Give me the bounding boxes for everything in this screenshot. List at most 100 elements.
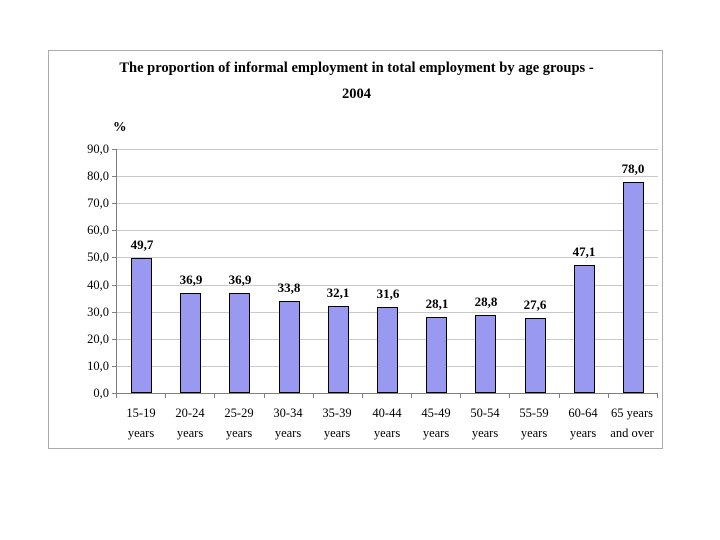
gridline: [117, 149, 658, 150]
x-axis-category-line1: 55-59: [519, 406, 549, 420]
x-axis-category-label: 40-44 years: [355, 403, 419, 443]
y-axis-tick: [112, 203, 116, 205]
chart-frame: The proportion of informal employment in…: [48, 50, 663, 449]
gridline: [117, 230, 658, 232]
bar: [623, 182, 644, 393]
x-axis-category-line1: 60-64: [568, 406, 598, 420]
x-axis-tick: [165, 394, 167, 398]
y-axis-tick-label: 60,0: [87, 223, 109, 238]
chart-title-line2: 2004: [342, 86, 371, 102]
y-axis-tick: [112, 393, 116, 394]
x-axis-category-label: 65 years and over: [600, 403, 664, 443]
bar: [131, 258, 152, 393]
bar-value-label: 33,8: [277, 280, 301, 295]
bar: [426, 317, 447, 393]
x-axis-category-line2: years: [520, 426, 548, 440]
bar-value-label: 28,8: [474, 294, 498, 309]
y-axis-tick-label: 70,0: [87, 196, 109, 211]
x-axis-category-line2: years: [373, 426, 401, 440]
y-axis-tick-label: 20,0: [87, 331, 109, 346]
bar-value-label: 32,1: [326, 285, 350, 300]
x-axis-category-label: 15-19 years: [109, 403, 173, 443]
y-axis-tick-label: 50,0: [87, 250, 109, 265]
y-axis-tick-label: 30,0: [87, 304, 109, 319]
x-axis-category-line2: and over: [610, 426, 654, 440]
x-axis-category-label: 45-49 years: [404, 403, 468, 443]
x-axis-category-line1: 35-39: [322, 406, 352, 420]
x-axis-tick: [460, 394, 462, 398]
x-axis-category-line1: 30-34: [273, 406, 303, 420]
bar-value-label: 27,6: [523, 297, 547, 312]
x-axis-tick: [509, 394, 511, 398]
bar-value-label: 36,9: [228, 272, 252, 287]
bar: [475, 315, 496, 393]
x-axis-category-label: 55-59 years: [502, 403, 566, 443]
x-axis-category-line2: years: [127, 426, 155, 440]
bar: [328, 306, 349, 393]
bar: [229, 293, 250, 393]
gridline: [117, 176, 658, 178]
bar: [279, 301, 300, 393]
bar: [180, 293, 201, 393]
plot-area: 49,7 36,9 36,9 33,8 32,1 31,6 28,1 28,8 27,6 47,1…: [116, 149, 658, 394]
y-axis-tick: [112, 365, 116, 367]
x-axis-category-line2: years: [569, 426, 597, 440]
y-axis-tick: [112, 176, 116, 178]
x-axis-category-line1: 45-49: [421, 406, 451, 420]
x-axis-tick: [558, 394, 560, 398]
x-axis-tick: [657, 394, 658, 398]
y-axis-tick: [112, 338, 116, 340]
gridline: [117, 284, 658, 286]
x-axis-tick: [263, 394, 265, 398]
x-axis-tick: [214, 394, 216, 398]
y-axis-tick: [112, 311, 116, 313]
y-axis-unit-label: %: [113, 119, 127, 134]
x-axis-category-label: 60-64 years: [551, 403, 615, 443]
chart-title: The proportion of informal employment in…: [59, 55, 654, 107]
x-axis-category-line1: 20-24: [175, 406, 205, 420]
bar-value-label: 47,1: [572, 244, 596, 259]
x-axis-category-line2: years: [323, 426, 351, 440]
bar-value-label: 49,7: [130, 237, 154, 252]
bar: [377, 307, 398, 393]
y-axis-tick-label: 0,0: [93, 386, 109, 400]
gridline: [117, 203, 658, 205]
y-axis-tick-label: 90,0: [87, 142, 109, 156]
bar-value-label: 31,6: [376, 286, 400, 301]
bar: [574, 265, 595, 393]
chart-title-line1: The proportion of informal employment in…: [119, 60, 594, 76]
x-axis-tick: [361, 394, 363, 398]
y-axis-tick-label: 40,0: [87, 277, 109, 292]
y-axis-tick-label: 10,0: [87, 358, 109, 373]
gridline: [117, 257, 658, 259]
x-axis-category-line1: 15-19: [126, 406, 156, 420]
bar: [525, 318, 546, 393]
y-axis-tick: [112, 284, 116, 286]
x-axis-tick: [116, 394, 117, 398]
x-axis-tick: [411, 394, 413, 398]
x-axis-category-line1: 50-54: [470, 406, 500, 420]
x-axis-category-label: 50-54 years: [453, 403, 517, 443]
bar-value-label: 78,0: [621, 161, 645, 176]
x-axis-tick: [312, 394, 314, 398]
x-axis-category-line2: years: [274, 426, 302, 440]
x-axis-category-label: 20-24 years: [158, 403, 222, 443]
x-axis-category-line2: years: [176, 426, 204, 440]
y-axis-tick-label: 80,0: [87, 169, 109, 184]
bar-value-label: 28,1: [425, 296, 449, 311]
x-axis-tick: [607, 394, 609, 398]
x-axis-category-line2: years: [471, 426, 499, 440]
x-axis-category-line1: 25-29: [224, 406, 254, 420]
x-axis-category-label: 35-39 years: [305, 403, 369, 443]
x-axis-category-line2: years: [225, 426, 253, 440]
y-axis-tick: [112, 149, 116, 150]
x-axis-category-line1: 65 years: [611, 406, 653, 420]
y-axis-tick: [112, 257, 116, 259]
x-axis-category-line1: 40-44: [372, 406, 402, 420]
x-axis-category-line2: years: [422, 426, 450, 440]
x-axis-category-label: 30-34 years: [256, 403, 320, 443]
y-axis-tick: [112, 230, 116, 232]
x-axis-category-label: 25-29 years: [207, 403, 271, 443]
bar-value-label: 36,9: [179, 272, 203, 287]
